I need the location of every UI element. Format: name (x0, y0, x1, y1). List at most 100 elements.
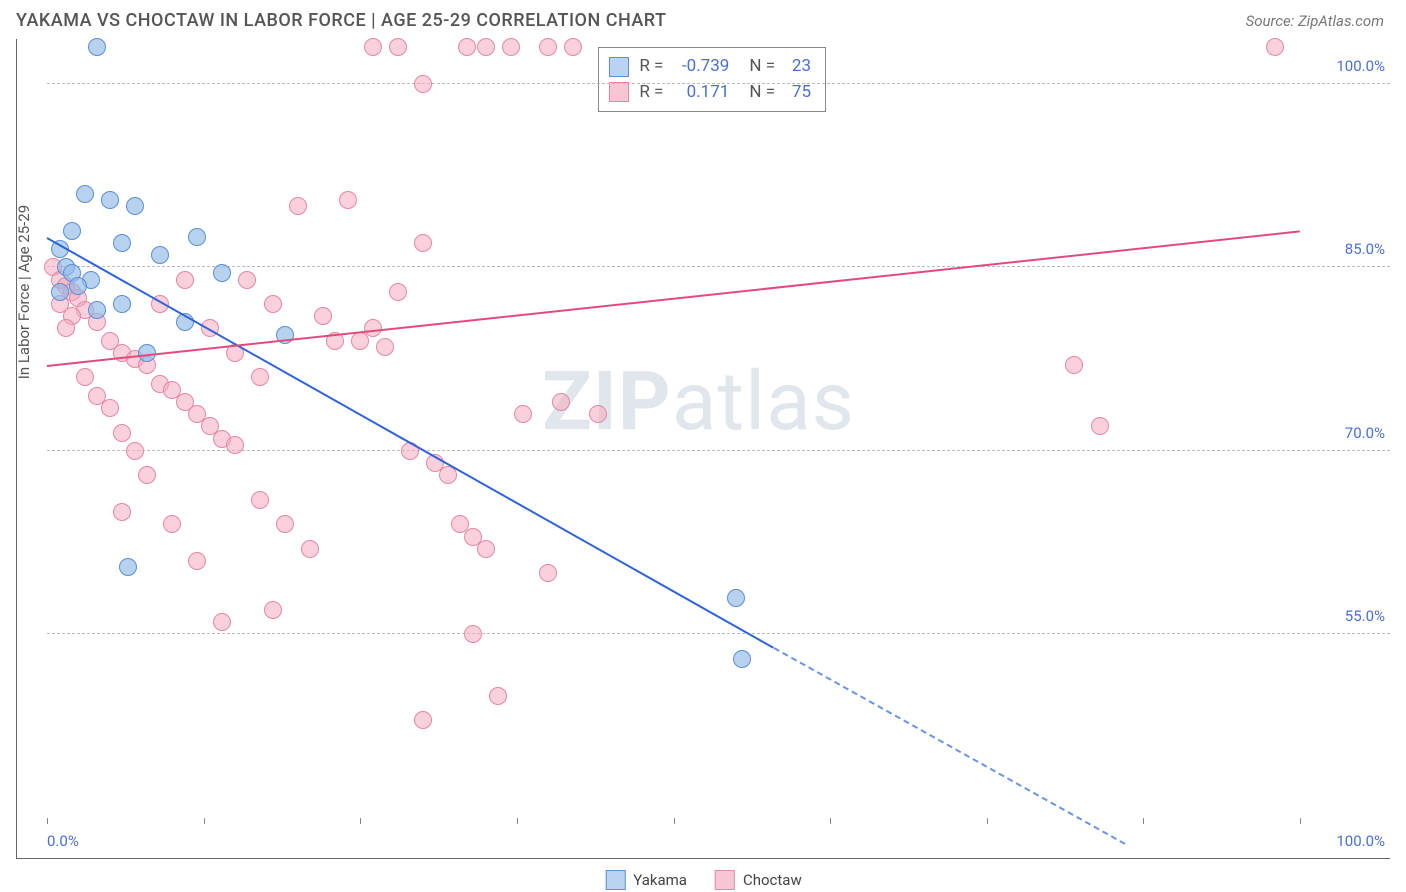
data-point (119, 558, 137, 576)
r-label: R = (639, 54, 663, 80)
legend-item: Yakama (605, 870, 687, 890)
x-tick (360, 818, 361, 824)
data-point (57, 319, 75, 337)
data-point (188, 228, 206, 246)
data-point (63, 222, 81, 240)
x-tick (47, 818, 48, 824)
data-point (458, 38, 476, 56)
data-point (213, 264, 231, 282)
data-point (69, 277, 87, 295)
data-point (539, 38, 557, 56)
x-tick (830, 818, 831, 824)
source-attribution: Source: ZipAtlas.com (1246, 12, 1384, 30)
data-point (489, 687, 507, 705)
data-point (138, 466, 156, 484)
data-point (76, 368, 94, 386)
data-point (264, 295, 282, 313)
plot-area: ZIPatlas R =-0.739N =23R =0.171N =75 55.… (47, 47, 1300, 818)
data-point (226, 436, 244, 454)
chart-header: YAKAMA VS CHOCTAW IN LABOR FORCE | AGE 2… (0, 0, 1406, 39)
data-point (376, 338, 394, 356)
y-tick-label: 85.0% (1345, 240, 1385, 258)
data-point (88, 301, 106, 319)
r-value: -0.739 (673, 54, 729, 80)
legend-item: Choctaw (715, 870, 802, 890)
data-point (88, 38, 106, 56)
data-point (238, 271, 256, 289)
trend-line (47, 231, 1300, 368)
data-point (414, 234, 432, 252)
data-point (113, 503, 131, 521)
data-point (339, 191, 357, 209)
legend-label: Yakama (633, 871, 687, 889)
data-point (101, 191, 119, 209)
series-swatch (609, 82, 629, 102)
y-tick-label: 55.0% (1345, 607, 1385, 625)
watermark: ZIPatlas (542, 354, 855, 450)
data-point (301, 540, 319, 558)
data-point (1065, 356, 1083, 374)
data-point (126, 442, 144, 460)
data-point (213, 613, 231, 631)
data-point (151, 246, 169, 264)
correlation-stats-box: R =-0.739N =23R =0.171N =75 (598, 47, 826, 112)
x-tick-label: 0.0% (47, 832, 79, 850)
gridline-h (47, 450, 1390, 451)
data-point (389, 38, 407, 56)
data-point (364, 38, 382, 56)
series-swatch (609, 57, 629, 77)
data-point (276, 515, 294, 533)
legend-label: Choctaw (743, 871, 802, 889)
gridline-h (47, 83, 1390, 84)
x-tick (674, 818, 675, 824)
stats-row: R = -0.739 N = 23 (609, 54, 811, 80)
x-tick (1143, 818, 1144, 824)
data-point (502, 38, 520, 56)
gridline-h (47, 633, 1390, 634)
data-point (539, 564, 557, 582)
data-point (1266, 38, 1284, 56)
data-point (727, 589, 745, 607)
y-axis-title: In Labor Force | Age 25-29 (15, 204, 33, 378)
trend-line (773, 647, 1125, 845)
data-point (464, 625, 482, 643)
data-point (477, 540, 495, 558)
x-tick (204, 818, 205, 824)
data-point (264, 601, 282, 619)
data-point (589, 405, 607, 423)
legend-swatch (715, 870, 735, 890)
data-point (477, 38, 495, 56)
n-label: N = (749, 54, 775, 80)
data-point (101, 399, 119, 417)
data-point (564, 38, 582, 56)
n-value: 23 (785, 54, 811, 80)
data-point (514, 405, 532, 423)
data-point (1091, 417, 1109, 435)
data-point (733, 650, 751, 668)
x-tick (517, 818, 518, 824)
chart-container: In Labor Force | Age 25-29 ZIPatlas R =-… (16, 39, 1390, 859)
data-point (251, 491, 269, 509)
data-point (126, 197, 144, 215)
data-point (76, 185, 94, 203)
data-point (188, 552, 206, 570)
data-point (289, 197, 307, 215)
data-point (113, 295, 131, 313)
data-point (251, 368, 269, 386)
legend-swatch (605, 870, 625, 890)
data-point (113, 424, 131, 442)
data-point (389, 283, 407, 301)
y-tick-label: 70.0% (1345, 424, 1385, 442)
x-tick (987, 818, 988, 824)
data-point (314, 307, 332, 325)
data-point (176, 271, 194, 289)
x-tick-label: 100.0% (1336, 832, 1385, 850)
data-point (414, 75, 432, 93)
chart-title: YAKAMA VS CHOCTAW IN LABOR FORCE | AGE 2… (16, 10, 667, 31)
data-point (163, 515, 181, 533)
data-point (113, 234, 131, 252)
data-point (552, 393, 570, 411)
data-point (51, 283, 69, 301)
legend: Yakama Choctaw (605, 870, 802, 890)
data-point (414, 711, 432, 729)
